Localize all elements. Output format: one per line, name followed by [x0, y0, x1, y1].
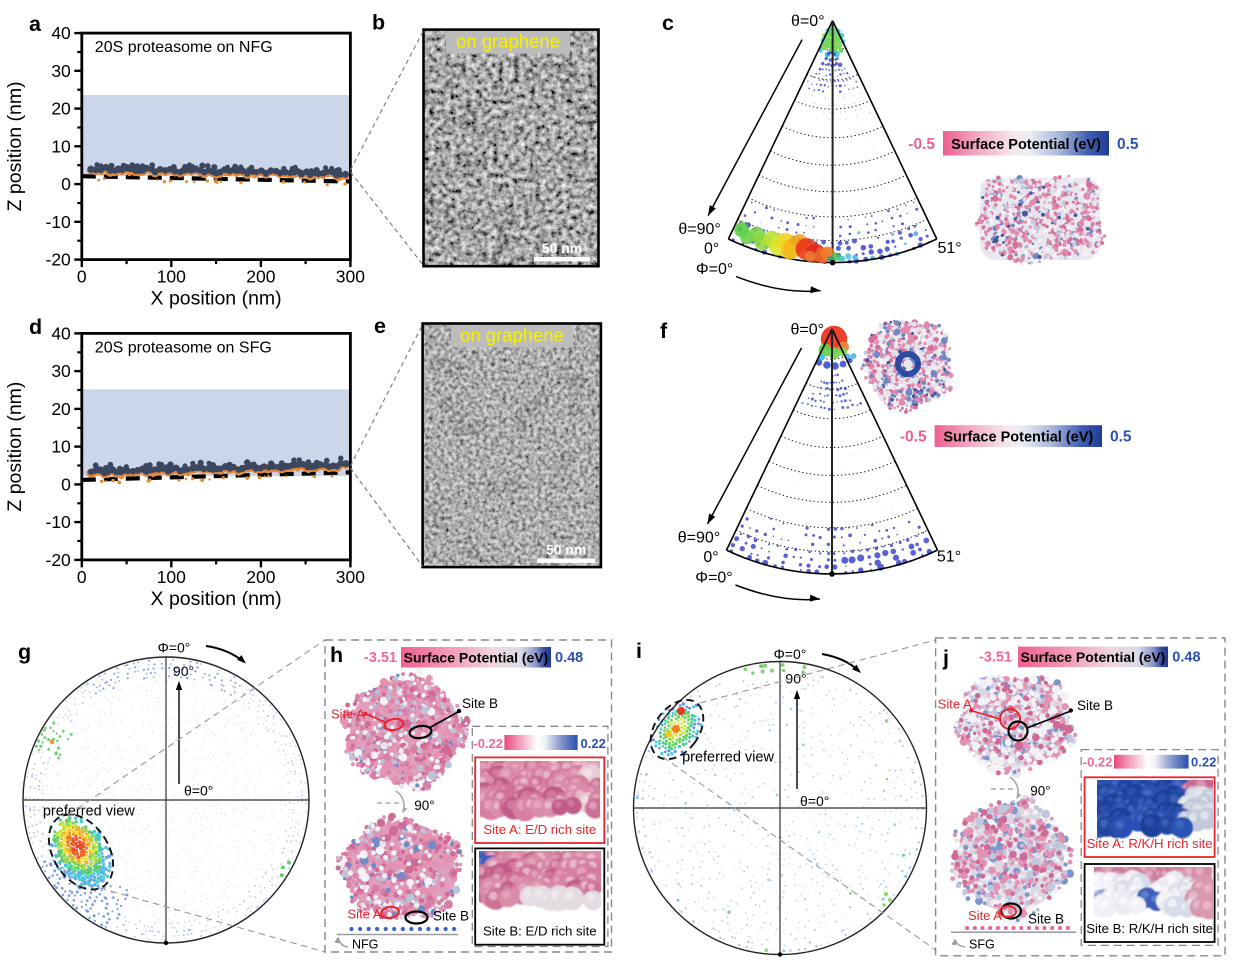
svg-text:30: 30 [51, 61, 71, 81]
svg-text:-0.5: -0.5 [908, 136, 935, 153]
svg-text:300: 300 [336, 267, 365, 287]
svg-text:Φ=0°: Φ=0° [158, 640, 191, 656]
svg-text:Surface Potential (eV): Surface Potential (eV) [951, 137, 1101, 153]
svg-text:30: 30 [51, 361, 71, 381]
svg-text:f: f [660, 319, 668, 343]
svg-text:50 nm: 50 nm [542, 240, 582, 256]
svg-text:50 nm: 50 nm [546, 542, 586, 558]
svg-text:Surface Potential (eV): Surface Potential (eV) [943, 430, 1093, 446]
svg-text:Z position (nm): Z position (nm) [4, 382, 26, 512]
svg-text:10: 10 [51, 136, 71, 156]
svg-text:d: d [29, 315, 42, 339]
svg-text:θ=90°: θ=90° [678, 221, 720, 238]
svg-text:0.5: 0.5 [1117, 136, 1139, 153]
svg-text:40: 40 [51, 23, 71, 43]
svg-text:θ=0°: θ=0° [791, 13, 825, 30]
svg-text:90°: 90° [173, 663, 194, 679]
svg-text:100: 100 [157, 567, 186, 587]
svg-text:200: 200 [246, 267, 275, 287]
svg-text:-10: -10 [46, 212, 72, 232]
svg-text:0: 0 [61, 174, 71, 194]
svg-text:0°: 0° [704, 241, 719, 258]
svg-text:b: b [372, 11, 385, 35]
svg-text:20S proteasome on NFG: 20S proteasome on NFG [95, 39, 273, 56]
svg-text:θ=0°: θ=0° [184, 783, 213, 799]
svg-text:θ=0°: θ=0° [790, 322, 824, 339]
svg-text:a: a [29, 12, 42, 36]
svg-text:0: 0 [77, 567, 87, 587]
svg-text:-0.5: -0.5 [900, 429, 927, 446]
svg-text:0: 0 [77, 267, 87, 287]
svg-text:on graphene: on graphene [456, 31, 560, 52]
svg-text:-20: -20 [46, 250, 72, 270]
svg-text:j: j [942, 646, 949, 670]
svg-text:preferred view: preferred view [43, 804, 135, 820]
svg-text:10: 10 [51, 437, 71, 457]
svg-text:51°: 51° [937, 240, 961, 257]
svg-text:200: 200 [246, 567, 275, 587]
svg-text:-10: -10 [46, 512, 72, 532]
svg-text:20: 20 [51, 399, 71, 419]
svg-text:h: h [330, 643, 343, 667]
svg-text:e: e [374, 314, 386, 338]
svg-text:c: c [662, 11, 674, 35]
svg-text:300: 300 [336, 567, 365, 587]
svg-text:0.5: 0.5 [1110, 429, 1132, 446]
svg-text:Z position (nm): Z position (nm) [4, 81, 26, 211]
svg-text:X position (nm): X position (nm) [151, 288, 282, 310]
svg-text:100: 100 [157, 267, 186, 287]
svg-text:i: i [636, 639, 642, 663]
svg-text:on graphene: on graphene [460, 325, 564, 346]
svg-text:20: 20 [51, 99, 71, 119]
svg-text:Φ=0°: Φ=0° [696, 261, 733, 278]
svg-text:0: 0 [61, 474, 71, 494]
svg-text:0°: 0° [703, 549, 718, 566]
svg-text:20S proteasome on SFG: 20S proteasome on SFG [95, 339, 272, 356]
svg-text:Φ=0°: Φ=0° [695, 570, 732, 587]
svg-text:40: 40 [51, 323, 71, 343]
svg-text:X position (nm): X position (nm) [151, 588, 282, 610]
svg-text:51°: 51° [937, 549, 961, 566]
svg-text:θ=90°: θ=90° [678, 530, 720, 547]
svg-text:-20: -20 [46, 550, 72, 570]
svg-text:g: g [18, 640, 31, 664]
